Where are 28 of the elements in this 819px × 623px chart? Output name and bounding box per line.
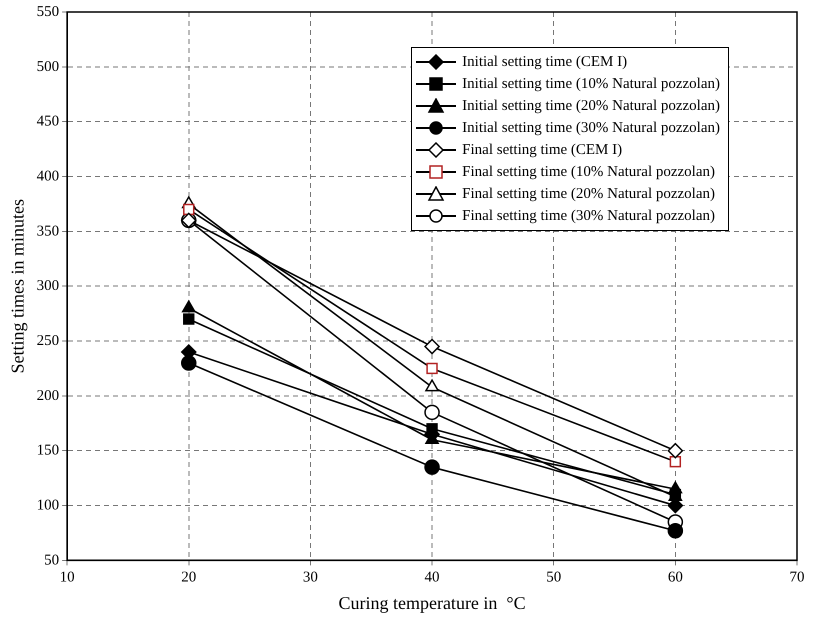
y-tick-label: 150 <box>36 442 60 459</box>
legend-label: Initial setting time (30% Natural pozzolan) <box>462 119 720 138</box>
y-tick-label: 100 <box>36 497 60 514</box>
legend-label: Initial setting time (10% Natural pozzolan) <box>462 75 720 94</box>
y-tick-label: 400 <box>36 168 60 184</box>
legend-label: Final setting time (10% Natural pozzolan) <box>462 163 716 182</box>
y-tick-label: 250 <box>36 332 60 349</box>
y-axis-title: Setting times in minutes <box>8 198 28 374</box>
legend-label: Final setting time (CEM I) <box>462 141 622 160</box>
x-tick-label: 40 <box>424 569 440 586</box>
x-tick-label: 20 <box>181 569 196 586</box>
legend-label: Final setting time (30% Natural pozzolan) <box>462 207 716 226</box>
x-tick-label: 60 <box>668 569 683 586</box>
y-tick-label: 350 <box>36 223 60 240</box>
x-tick-label: 30 <box>302 569 318 586</box>
y-tick-label: 500 <box>36 58 60 75</box>
y-tick-label: 450 <box>36 114 60 130</box>
x-tick-label: 70 <box>790 569 804 586</box>
y-tick-label: 550 <box>36 4 60 20</box>
legend-label: Initial setting time (20% Natural pozzolan) <box>462 97 720 116</box>
y-tick-label: 300 <box>36 278 60 294</box>
legend-label: Final setting time (20% Natural pozzolan) <box>462 185 716 204</box>
x-axis-title: Curing temperature in °C <box>338 592 526 613</box>
y-tick-label: 200 <box>36 388 60 404</box>
x-tick-label: 10 <box>60 569 75 586</box>
x-tick-label: 50 <box>546 569 562 586</box>
y-tick-label: 50 <box>44 552 60 568</box>
legend-label: Initial setting time (CEM I) <box>462 53 628 72</box>
